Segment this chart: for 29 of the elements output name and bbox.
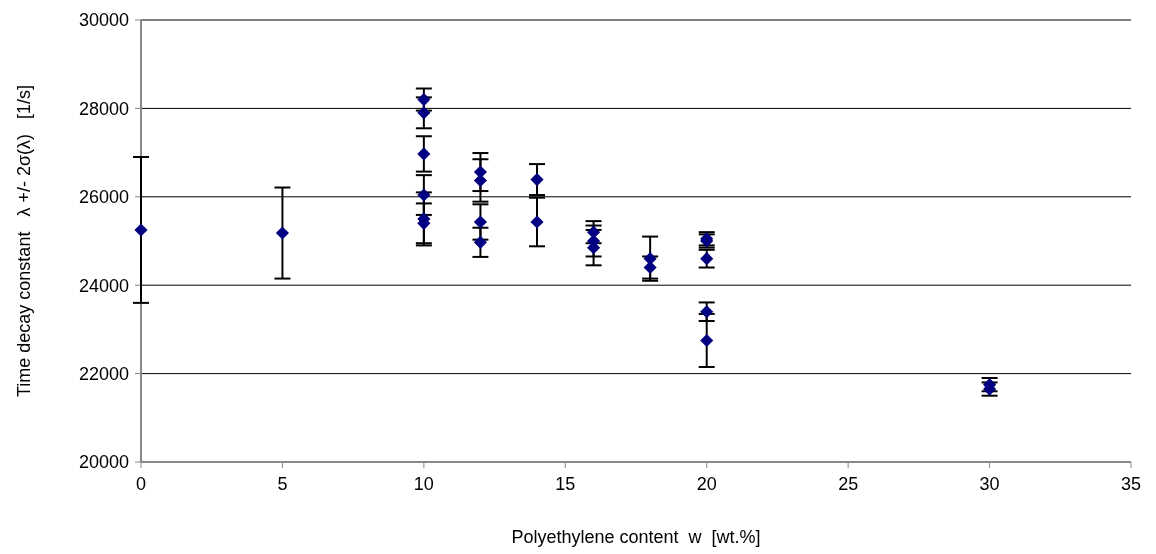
point <box>417 188 431 202</box>
point <box>700 305 714 319</box>
x-tick-label: 30 <box>979 474 1000 494</box>
y-tick-label: 20000 <box>78 452 129 473</box>
y-tick-label: 28000 <box>78 98 129 119</box>
point <box>700 333 714 348</box>
x-tick-label: 35 <box>1120 474 1142 494</box>
x-tick-label: 20 <box>696 474 717 494</box>
point <box>134 223 148 237</box>
point <box>530 215 544 229</box>
x-tick-label: 25 <box>838 474 859 494</box>
x-tick-label: 15 <box>555 474 576 494</box>
y-tick-label: 30000 <box>78 10 129 31</box>
y-tick-label: 22000 <box>78 363 129 384</box>
y-tick-label: 26000 <box>78 187 129 208</box>
y-axis-title: Time decay constant λ +/- 2σ(λ) [1/s] <box>14 84 34 398</box>
y-tick-label: 24000 <box>78 275 129 296</box>
point <box>417 106 431 120</box>
point <box>417 147 431 161</box>
x-tick-label: 10 <box>413 474 434 494</box>
point <box>700 252 714 266</box>
point <box>275 226 289 240</box>
x-axis-title: Polyethylene content w [wt.%] <box>511 527 761 547</box>
point <box>417 92 431 107</box>
point <box>473 235 487 249</box>
x-tick-label: 5 <box>277 474 288 494</box>
point <box>473 215 487 229</box>
x-tick-label: 0 <box>135 474 147 494</box>
point <box>530 172 544 187</box>
